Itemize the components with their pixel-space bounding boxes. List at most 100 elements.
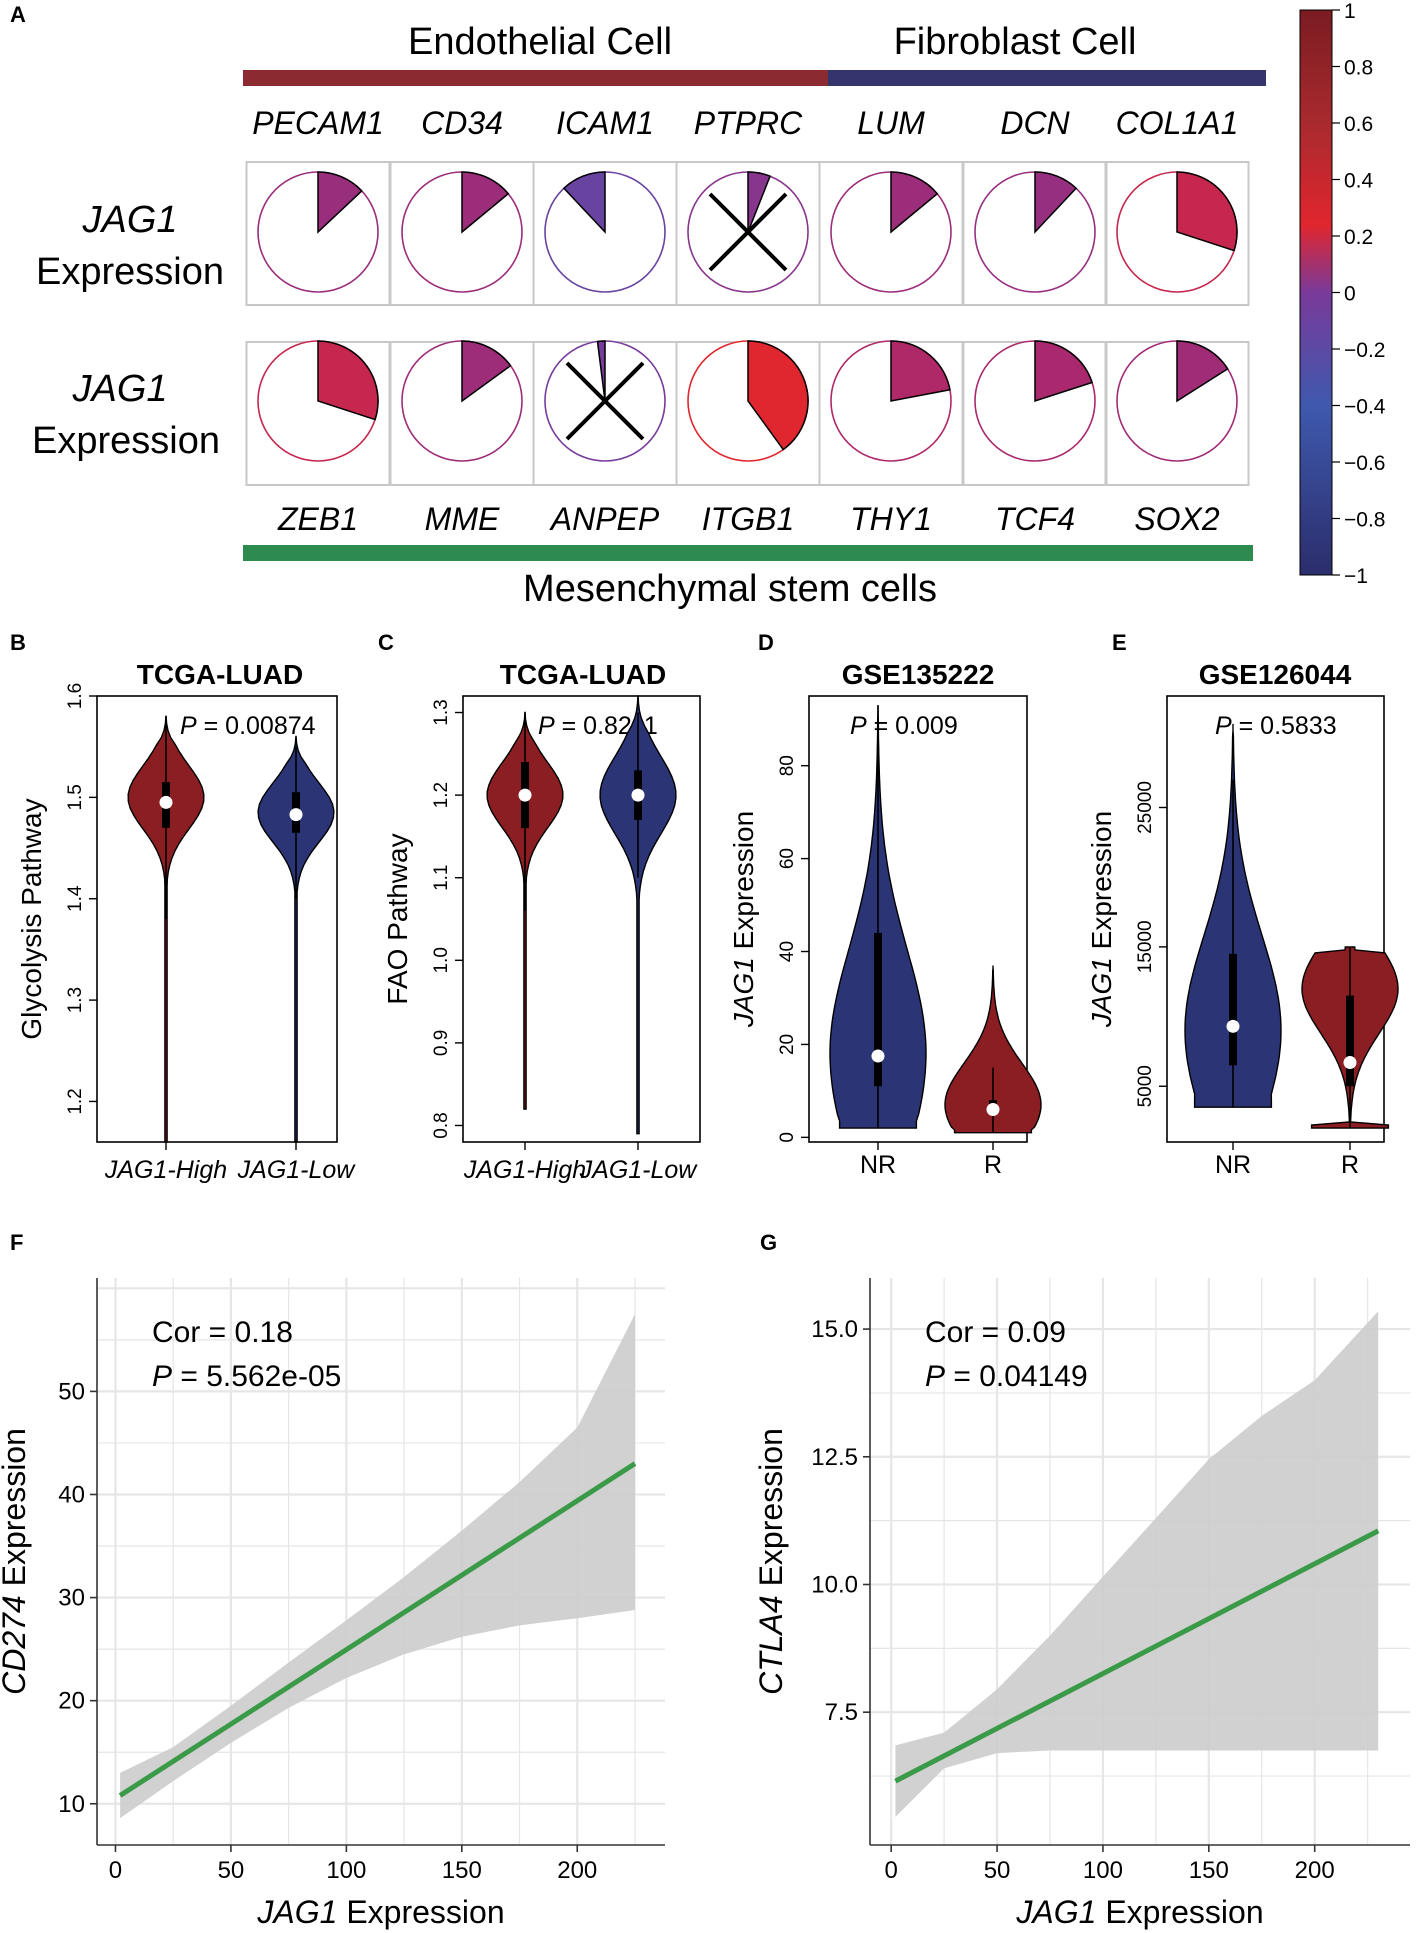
x-tick-label: R	[1341, 1151, 1359, 1179]
y-axis-label: CTLA4 Expression	[753, 1428, 789, 1695]
x-axis-label: JAG1 Expression	[1015, 1894, 1263, 1930]
colorbar-tick-label: −0.6	[1344, 452, 1385, 475]
correlation-text: Cor = 0.18	[152, 1316, 293, 1349]
pie-slice	[747, 171, 772, 233]
x-tick-label: JAG1-High	[463, 1156, 586, 1184]
y-tick-label: 10.0	[811, 1571, 858, 1598]
x-tick-label: 200	[557, 1857, 597, 1884]
msc-bar	[243, 545, 1253, 561]
x-tick-label: R	[984, 1151, 1002, 1179]
pie-slice	[1176, 171, 1238, 252]
x-tick-label: 50	[984, 1857, 1011, 1884]
x-tick-label: 0	[884, 1857, 897, 1884]
violin-iqr-box	[1229, 953, 1237, 1066]
violin-body	[599, 695, 677, 1135]
endothelial-bar	[243, 70, 828, 86]
pie-slice	[317, 171, 363, 234]
pie-slice	[596, 340, 606, 402]
y-tick-label: 12.5	[811, 1444, 858, 1471]
colorbar-tick-label: 0.6	[1344, 113, 1373, 136]
violin-panel-b: TCGA-LUAD P = 0.00874 1.2 1.3 1.4 1.5 1.6 Glyco…	[16, 659, 356, 1184]
nonsignificant-cross	[708, 192, 788, 272]
gene-label: PTPRC	[694, 105, 803, 141]
plot-frame	[1166, 695, 1385, 1143]
y-tick-label: 25000	[1135, 781, 1156, 834]
x-tick-label: NR	[860, 1151, 896, 1179]
y-tick-label: 0.9	[431, 1030, 452, 1056]
gene-label: THY1	[850, 501, 932, 537]
pie-grid: PECAM1 CD34 ICAM1 PTPRC LUM DCN COL1A1 ZEB1 MME A…	[245, 105, 1250, 537]
violin-panels: TCGA-LUAD P = 0.00874 1.2 1.3 1.4 1.5 1.6 Glyco…	[16, 659, 1399, 1184]
x-tick-label: JAG1-Low	[579, 1156, 699, 1184]
pie-slice	[461, 340, 512, 403]
y-axis-label: JAG1 Expression	[728, 811, 759, 1028]
row-label-gene-top: JAG1	[81, 199, 177, 241]
colorbar	[1299, 9, 1333, 576]
y-axis-label: FAO Pathway	[382, 833, 413, 1004]
colorbar-tick-label: 0.8	[1344, 57, 1373, 80]
pie-slice	[1034, 340, 1094, 403]
x-tick-label: 150	[442, 1857, 482, 1884]
violin-median	[631, 788, 645, 802]
y-tick-label: 10	[58, 1791, 85, 1818]
gene-label: COL1A1	[1116, 105, 1239, 141]
p-value: P = 0.00874	[180, 712, 316, 740]
y-tick-label: 20	[58, 1688, 85, 1715]
y-axis-label: CD274 Expression	[0, 1428, 32, 1695]
colorbar-tick-label: 0.4	[1344, 170, 1374, 193]
y-tick-label: 0.8	[431, 1112, 452, 1138]
pie-slice	[890, 171, 939, 234]
gene-label: CD34	[421, 105, 503, 141]
panel-letter-e: E	[1112, 630, 1127, 655]
violin-iqr-box	[874, 932, 882, 1087]
panel-letter-a: A	[10, 2, 26, 27]
panel-letter-c: C	[378, 630, 394, 655]
p-value: P = 0.5833	[1215, 712, 1337, 740]
violin-body	[486, 711, 564, 1110]
gene-label: ITGB1	[702, 501, 794, 537]
correlation-text: Cor = 0.09	[925, 1316, 1066, 1349]
x-tick-label: 50	[218, 1857, 245, 1884]
violin-median	[1226, 1019, 1240, 1033]
y-tick-label: 1.6	[65, 683, 86, 709]
y-tick-label: 1.3	[431, 699, 452, 725]
panel-a: Endothelial Cell Fibroblast Cell Mesench…	[32, 0, 1386, 610]
violin-median	[289, 808, 303, 822]
x-tick-label: JAG1-High	[104, 1156, 227, 1184]
violin-median	[871, 1049, 885, 1063]
gene-label: ICAM1	[556, 105, 654, 141]
violin-body	[257, 735, 335, 1143]
y-tick-label: 7.5	[825, 1699, 858, 1726]
pie-cell	[1104, 161, 1250, 306]
panel-letter-f: F	[10, 1230, 24, 1255]
y-tick-label: 30	[58, 1585, 85, 1612]
gene-label: PECAM1	[252, 105, 384, 141]
x-tick-label: JAG1-Low	[237, 1156, 357, 1184]
y-tick-label: 40	[58, 1481, 85, 1508]
violin-title: TCGA-LUAD	[137, 659, 303, 690]
y-tick-label: 1.3	[65, 987, 86, 1013]
violin-median	[159, 795, 173, 809]
y-tick-label: 1.1	[431, 864, 452, 890]
gene-label: TCF4	[995, 501, 1075, 537]
colorbar-ticks: 1 0.8 0.6 0.4 0.2 0 −0.2 −0.4 −0.6 −0.8 −1	[1332, 0, 1386, 588]
colorbar-tick-label: 1	[1344, 0, 1356, 23]
gene-label: SOX2	[1134, 501, 1220, 537]
x-axis-label: JAG1 Expression	[256, 1894, 504, 1930]
confidence-band	[120, 1314, 636, 1819]
msc-header: Mesenchymal stem cells	[523, 568, 937, 610]
plot-frame	[96, 695, 338, 1143]
pie-slice	[562, 171, 606, 234]
pie-slice	[317, 340, 379, 421]
row-label-word-top: Expression	[36, 251, 224, 293]
plot-frame	[808, 695, 1028, 1143]
fibroblast-bar	[828, 70, 1266, 86]
y-tick-label: 1.5	[65, 784, 86, 810]
y-tick-label: 15000	[1135, 920, 1156, 973]
x-tick-label: 150	[1189, 1857, 1229, 1884]
pie-slice	[1034, 171, 1078, 234]
pie-slice	[747, 340, 809, 451]
violin-panel-d: GSE135222 P = 0.009 0 20 40 60 80 JAG1 Expressi…	[728, 659, 1042, 1179]
